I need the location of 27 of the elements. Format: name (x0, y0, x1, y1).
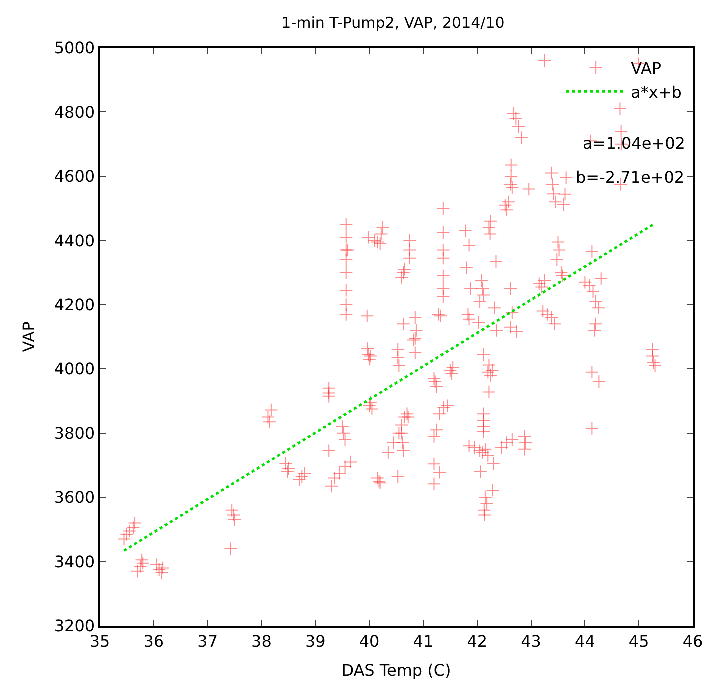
y-tick-label: 3600 (54, 488, 96, 508)
y-axis-title: VAP (20, 321, 39, 352)
x-tick-label: 46 (682, 632, 704, 651)
y-tick-label: 4000 (54, 360, 96, 379)
annotation: b=-2.71e+02 (576, 168, 685, 187)
annotation: a=1.04e+02 (583, 134, 686, 153)
y-tick-label: 3800 (54, 424, 96, 443)
y-tick-label: 4600 (54, 167, 96, 186)
y-tick-label: 3400 (54, 552, 96, 572)
legend-label: VAP (631, 59, 662, 78)
x-tick-label: 39 (305, 632, 326, 651)
y-tick-label: 4400 (54, 231, 96, 250)
chart-title: 1-min T-Pump2, VAP, 2014/10 (282, 14, 505, 32)
y-tick-label: 4800 (54, 102, 96, 122)
x-tick-label: 44 (575, 632, 596, 651)
y-tick-label: 4200 (54, 295, 96, 314)
x-tick-label: 40 (359, 632, 380, 651)
x-tick-label: 41 (413, 632, 434, 651)
x-tick-label: 45 (628, 632, 650, 651)
x-tick-label: 43 (521, 632, 542, 651)
y-tick-label: 5000 (54, 38, 96, 58)
x-tick-label: 38 (252, 632, 272, 651)
x-axis-title: DAS Temp (C) (342, 661, 452, 680)
x-tick-label: 36 (144, 632, 164, 651)
x-tick-label: 37 (198, 632, 218, 651)
x-tick-label: 42 (467, 632, 488, 651)
legend-label: a*x+b (631, 82, 682, 102)
